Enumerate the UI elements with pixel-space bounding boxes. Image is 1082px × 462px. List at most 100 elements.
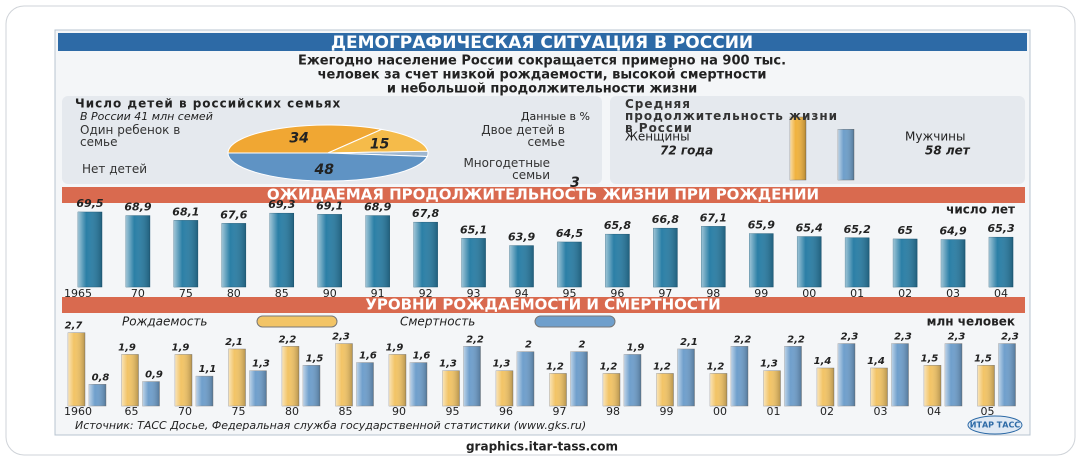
value-label: 68,9 [364, 201, 391, 214]
value-label: 2 [579, 340, 586, 351]
value-label: 1,2 [653, 361, 671, 372]
bar-shade [121, 354, 139, 406]
x-tick-label: 80 [285, 405, 299, 418]
section-title: ОЖИДАЕМАЯ ПРОДОЛЖИТЕЛЬНОСТЬ ЖИЗНИ ПРИ РО… [267, 186, 819, 204]
x-tick-label: 94 [515, 287, 529, 300]
bar-shade [941, 239, 966, 287]
bar-shade [790, 117, 806, 180]
x-tick-label: 96 [610, 287, 624, 300]
subtitle-line: и небольшой продолжительности жизни [387, 82, 697, 97]
value-label: 1,5 [306, 353, 324, 364]
bar-shade [89, 384, 106, 406]
value-label: 1,2 [707, 361, 725, 372]
value-label: 66,8 [652, 213, 679, 226]
value-label: 2,1 [680, 337, 698, 348]
value-label: 65,2 [844, 223, 871, 236]
title-bar [58, 33, 1027, 51]
x-tick-label: 01 [767, 405, 781, 418]
value-label: 2,1 [225, 337, 243, 348]
bar-shade [603, 373, 620, 406]
bar-shade [365, 215, 390, 287]
chart-subtitle: В России 41 млн семей [80, 110, 213, 123]
x-tick-label: 85 [275, 287, 289, 300]
value-label: 69,5 [76, 197, 103, 210]
value-label: 2,2 [279, 334, 297, 345]
section-title: УРОВНИ РОЖДАЕМОСТИ И СМЕРТНОСТИ [365, 296, 720, 314]
source: Источник: ТАСС Досье, Федеральная служба… [75, 419, 586, 432]
subtitle-line: Ежегодно население России сокращается пр… [298, 54, 786, 69]
x-tick-label: 95 [446, 405, 460, 418]
bar-shade [797, 236, 822, 287]
value-label: 2,2 [787, 334, 805, 345]
bar-shade [410, 362, 427, 406]
bar-shade [656, 373, 674, 406]
x-tick-label: 00 [802, 287, 816, 300]
x-tick-label: 02 [820, 405, 834, 418]
bar-shade [891, 343, 909, 406]
bar-shade [517, 351, 534, 406]
bar-shade [731, 346, 748, 406]
pie-slice [327, 128, 429, 154]
value-label: 2,2 [734, 334, 752, 345]
pie-slice [227, 152, 428, 182]
x-tick-label: 70 [131, 287, 145, 300]
bar-shade [845, 237, 870, 287]
x-tick-label: 99 [754, 287, 768, 300]
value-label: 1,4 [814, 356, 832, 367]
x-tick-label: 95 [562, 287, 576, 300]
bar-shade [838, 129, 854, 180]
logo-badge [967, 415, 1023, 435]
bar-shade [749, 233, 774, 287]
bar-shade [496, 370, 513, 406]
bar-shade [442, 370, 460, 406]
bar-shade [870, 368, 888, 406]
value-label: 72 года [660, 144, 713, 158]
x-tick-label: 00 [713, 405, 727, 418]
section-bar [62, 297, 1025, 313]
bar-shade [557, 242, 582, 287]
category-label: Один ребенок в семье [80, 123, 181, 149]
value-label: 48 [313, 162, 334, 178]
value-label: 64,5 [556, 227, 583, 240]
x-tick-label: 01 [850, 287, 864, 300]
value-label: 1,3 [439, 359, 457, 370]
bar-shade [763, 370, 781, 406]
bar-shade [77, 212, 102, 287]
value-label: 2,2 [466, 334, 484, 345]
x-tick-label: 70 [178, 405, 192, 418]
x-tick-label: 91 [371, 287, 385, 300]
value-label: 1,5 [921, 353, 939, 364]
value-label: 65,3 [987, 222, 1014, 235]
value-label: 2 [525, 340, 532, 351]
bar-shade [924, 365, 941, 406]
value-label: 1,9 [627, 342, 645, 353]
x-tick-label: 93 [467, 287, 481, 300]
value-label: 1,4 [867, 356, 885, 367]
value-label: 0,9 [145, 370, 163, 381]
bar-shade [605, 234, 630, 287]
bar-shade [998, 343, 1016, 406]
bar-shade [570, 351, 588, 406]
bar-shade [389, 354, 406, 406]
title: ДЕМОГРАФИЧЕСКАЯ СИТУАЦИЯ В РОССИИ [331, 33, 753, 53]
value-label: 1,2 [546, 361, 564, 372]
bar-shade [549, 373, 567, 406]
x-tick-label: 90 [323, 287, 337, 300]
x-tick-label: 05 [981, 405, 995, 418]
value-label: 63,9 [508, 231, 535, 244]
x-tick-label: 80 [227, 287, 241, 300]
bar-shade [461, 238, 486, 287]
value-label: 1,3 [760, 359, 778, 370]
value-label: 2,3 [841, 332, 859, 343]
x-tick-label: 97 [658, 287, 672, 300]
bar-shade [125, 215, 150, 287]
value-label: 15 [370, 136, 390, 152]
unit-label: млн человек [927, 315, 1015, 329]
x-tick-label: 97 [553, 405, 567, 418]
x-tick-label: 04 [927, 405, 941, 418]
value-label: 0,8 [92, 372, 110, 383]
bar-shade [701, 226, 726, 287]
chart-note: Данные в % [521, 110, 590, 123]
bar-shade [977, 365, 995, 406]
x-tick-label: 98 [606, 405, 620, 418]
